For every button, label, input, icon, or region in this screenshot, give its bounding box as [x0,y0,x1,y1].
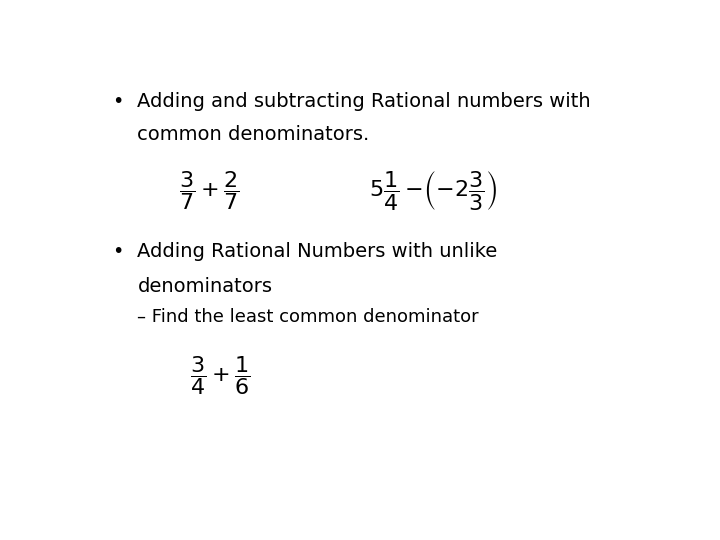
Text: $\dfrac{3}{4}+\dfrac{1}{6}$: $\dfrac{3}{4}+\dfrac{1}{6}$ [190,354,251,397]
Text: $\dfrac{3}{7}+\dfrac{2}{7}$: $\dfrac{3}{7}+\dfrac{2}{7}$ [179,168,240,212]
Text: •: • [112,241,124,260]
Text: $5\dfrac{1}{4}-\!\left(-2\dfrac{3}{3}\right)$: $5\dfrac{1}{4}-\!\left(-2\dfrac{3}{3}\ri… [369,168,498,212]
Text: Adding Rational Numbers with unlike: Adding Rational Numbers with unlike [138,241,498,260]
Text: common denominators.: common denominators. [138,125,369,144]
Text: Adding and subtracting Rational numbers with: Adding and subtracting Rational numbers … [138,92,591,111]
Text: •: • [112,92,124,111]
Text: denominators: denominators [138,277,272,296]
Text: – Find the least common denominator: – Find the least common denominator [138,308,479,326]
